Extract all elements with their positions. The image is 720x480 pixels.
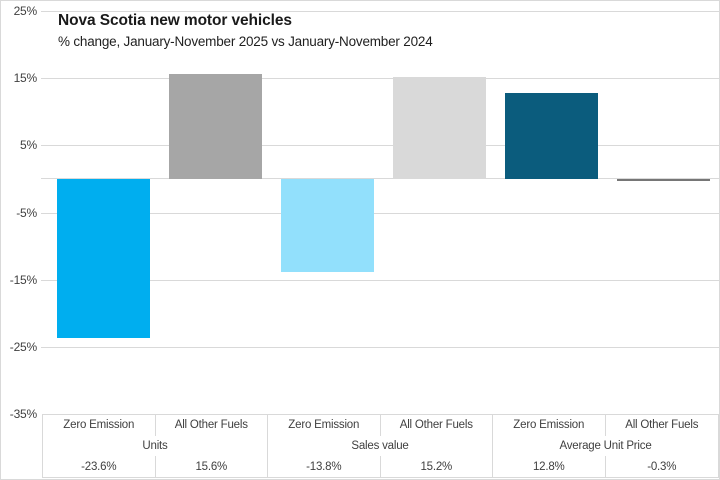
y-axis-tick-label: 15%: [13, 71, 38, 85]
value-label: 12.8%: [493, 456, 606, 477]
group-label: Units: [43, 435, 268, 457]
y-axis-tick-label: 25%: [13, 4, 38, 18]
chart-title: Nova Scotia new motor vehicles: [58, 12, 292, 29]
category-axis-table: Zero Emission All Other Fuels Zero Emiss…: [42, 414, 719, 478]
gridline: [41, 280, 719, 281]
category-label: Zero Emission: [268, 415, 381, 436]
chart-subtitle: % change, January-November 2025 vs Janua…: [58, 34, 433, 49]
value-label: -0.3%: [647, 460, 677, 473]
value-label: 15.2%: [381, 456, 493, 477]
group-label: Average Unit Price: [559, 439, 652, 452]
gridline: [41, 78, 719, 79]
value-label: 15.6%: [156, 456, 268, 477]
y-axis-tick-label: -25%: [9, 340, 37, 354]
group-label: Sales value: [268, 435, 493, 457]
bar-zero-emission: [505, 93, 598, 179]
category-label: All Other Fuels: [156, 415, 268, 436]
bar-all-other-fuels: [169, 74, 262, 179]
y-axis-tick-label: 5%: [20, 138, 37, 152]
category-label: All Other Fuels: [381, 415, 493, 436]
bar-all-other-fuels: [393, 77, 486, 179]
gridline: [41, 11, 719, 12]
category-label: All Other Fuels: [625, 419, 699, 432]
category-label: Zero Emission: [43, 415, 156, 436]
y-axis-tick-label: -5%: [16, 206, 37, 220]
y-axis-tick-label: -35%: [9, 407, 37, 421]
category-label: Zero Emission: [493, 415, 606, 436]
zero-axis-line: [41, 178, 719, 179]
gridline: [41, 213, 719, 214]
bar-all-other-fuels: [617, 179, 710, 181]
value-label: -23.6%: [43, 456, 156, 477]
gridline: [41, 145, 719, 146]
value-label: -13.8%: [268, 456, 381, 477]
bar-zero-emission: [57, 179, 150, 338]
y-axis-tick-label: -15%: [9, 273, 37, 287]
bar-zero-emission: [281, 179, 374, 272]
gridline: [41, 347, 719, 348]
